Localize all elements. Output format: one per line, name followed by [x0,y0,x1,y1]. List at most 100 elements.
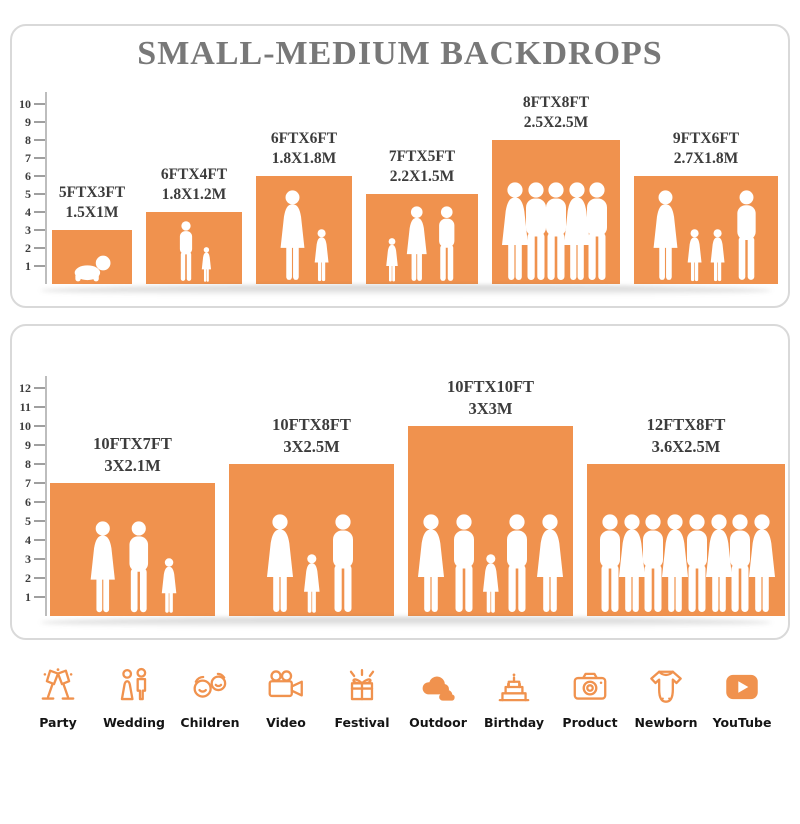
backdrop-size-ft: 10FTX10FT [446,377,535,397]
backdrop-size-label: 8FTX8FT 2.5X2.5M [523,93,589,133]
ruler-tick-number: 2 [25,241,31,255]
backdrop-10ftx8ft: 10FTX8FT 3X2.5M [229,415,394,616]
ruler-feet: 1 2 3 4 5 6 7 8 9 10 [14,92,48,284]
ruler-tick-mark [34,596,45,598]
ruler-tick-number: 3 [25,223,31,237]
ruler-tick-number: 10 [19,97,31,111]
people-silhouettes [492,182,620,282]
backdrop-8ftx8ft: 8FTX8FT 2.5X2.5M [492,94,620,284]
product-icon [569,666,611,708]
category-festival: Festival [328,666,396,730]
man-silhouette-icon [333,514,354,612]
man-silhouette-icon [129,521,149,613]
ruler-tick-number: 4 [25,205,31,219]
backdrop-size-m: 3X2.1M [104,455,161,475]
people-silhouettes [50,521,215,614]
girl-silhouette-icon [303,554,320,613]
category-video: Video [252,666,320,730]
people-silhouettes [366,205,478,283]
ruler-tick-number: 5 [25,187,31,201]
backdrop-size-label: 10FTX8FT 3X2.5M [272,414,351,457]
backdrop-size-label: 6FTX6FT 1.8X1.8M [271,129,337,169]
backdrop-size-ft: 6FTX4FT [160,165,228,183]
people-silhouettes [229,514,394,614]
girl-silhouette-icon [161,558,177,613]
backdrop-bars: 10FTX7FT 3X2.1M 10FTX8FT 3X2.5M 10FTX10FT 3X3… [50,377,785,616]
video-icon [265,666,307,708]
backdrop-10ftx7ft: 10FTX7FT 3X2.1M [50,434,215,616]
backdrop-5ftx3ft: 5FTX3FT 1.5X1M [52,184,132,284]
backdrop-size-label: 10FTX7FT 3X2.1M [93,433,172,476]
festival-icon [341,666,383,708]
ruler-tick-mark [34,157,45,159]
woman-silhouette-icon [653,190,678,281]
girl-silhouette-icon [201,246,212,282]
category-outdoor: Outdoor [404,666,472,730]
backdrop-size-m: 3X3M [468,398,513,418]
girl-silhouette-icon [687,229,702,281]
category-label: YouTube [712,715,772,730]
children-icon [189,666,231,708]
people-silhouettes [146,221,242,282]
ground-shadow [40,285,772,296]
backdrop-size-ft: 8FTX8FT [522,93,590,111]
backdrop-size-m: 3.6X2.5M [651,436,721,456]
ruler-tick-mark [34,229,45,231]
backdrop-size-label: 12FTX8FT 3.6X2.5M [647,414,726,457]
ruler-tick-number: 9 [25,115,31,129]
youtube-icon [721,666,763,708]
category-label: Newborn [634,715,698,730]
people-silhouettes [408,514,573,614]
girl-silhouette-icon [385,237,398,282]
category-wedding: Wedding [100,666,168,730]
size-chart-panel-medium: 1 2 3 4 5 6 7 8 9 10 11 12 10FTX7FT 3X2.1M 10FTX8FT 3X… [10,324,790,640]
wedding-icon [113,666,155,708]
woman-silhouette-icon [748,514,775,612]
backdrop-size-m: 1.8X1.2M [161,185,227,203]
category-birthday: Birthday [480,666,548,730]
ruler-tick-mark [34,265,45,267]
category-newborn: Newborn [632,666,700,730]
woman-silhouette-icon [266,514,293,612]
backdrop-size-label: 7FTX5FT 2.2X1.5M [389,147,455,187]
ruler-tick-number: 4 [25,533,31,547]
ruler-tick-mark [34,175,45,177]
backdrop-size-ft: 6FTX6FT [270,129,338,147]
ruler-tick-mark [34,247,45,249]
woman-silhouette-icon [537,514,564,612]
category-product: Product [556,666,624,730]
ruler-tick-number: 8 [25,457,31,471]
backdrop-size-m: 2.2X1.5M [389,167,455,185]
ruler-tick-mark [34,211,45,213]
man-silhouette-icon [179,221,193,281]
backdrop-size-label: 10FTX10FT 3X3M [447,376,534,419]
backdrop-size-ft: 9FTX6FT [672,129,740,147]
ruler-tick-number: 7 [25,151,31,165]
ruler-tick-mark [34,121,45,123]
ruler-tick-mark [34,577,45,579]
ruler-tick-number: 11 [19,400,31,414]
category-label: Product [562,715,618,730]
backdrop-size-m: 1.8X1.8M [271,149,337,167]
people-silhouettes [634,190,778,282]
backdrop-size-label: 9FTX6FT 2.7X1.8M [673,129,739,169]
birthday-icon [493,666,535,708]
ruler-tick-number: 1 [25,590,31,604]
woman-silhouette-icon [280,190,305,281]
category-label: Festival [334,715,390,730]
page-title: SMALL-MEDIUM BACKDROPS [137,35,663,72]
ruler-feet: 1 2 3 4 5 6 7 8 9 10 11 12 [14,376,48,616]
ruler-tick-mark [34,425,45,427]
category-label: Party [39,715,77,730]
backdrop-bars: 5FTX3FT 1.5X1M 6FTX4FT 1.8X1.2M 6FTX6FT 1.8X1… [52,94,778,284]
party-icon [37,666,79,708]
ruler-tick-mark [34,558,45,560]
category-children: Children [176,666,244,730]
girl-silhouette-icon [315,229,329,281]
ruler-tick-number: 6 [25,495,31,509]
backdrop-size-m: 1.5X1M [65,203,119,221]
ruler-tick-mark [34,501,45,503]
outdoor-icon [417,666,459,708]
category-label: Children [180,715,240,730]
people-silhouettes [256,190,352,282]
